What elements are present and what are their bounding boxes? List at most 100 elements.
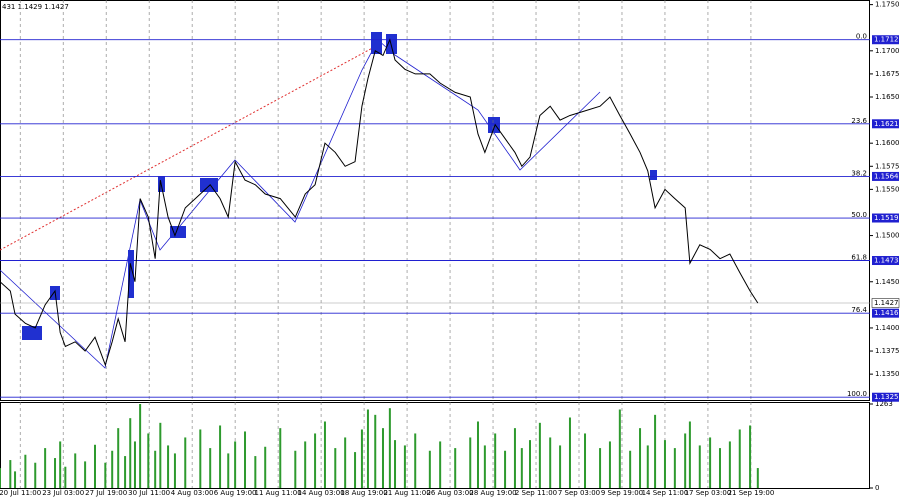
volume-bar (618, 409, 621, 488)
volume-bar (728, 441, 731, 488)
volume-bar (74, 453, 77, 488)
volume-bar (599, 448, 602, 488)
x-tick-label: 2 Sep 11:00 (515, 489, 557, 497)
volume-bar (538, 422, 541, 488)
volume-bar (44, 448, 47, 488)
volume-bar (219, 425, 222, 488)
volume-bar (718, 448, 721, 488)
volume-bar (494, 433, 497, 488)
fib-level-label: 76.4 (851, 306, 867, 314)
y-tick-label: 1.1700 (875, 47, 900, 55)
volume-bar (54, 458, 57, 488)
volume-bar (584, 433, 587, 488)
volume-bar (483, 445, 486, 488)
fib-price-box (872, 308, 899, 318)
volume-bar (154, 450, 157, 488)
volume-bar (738, 429, 741, 488)
volume-bar (344, 437, 347, 488)
y-tick-label: 1.1675 (875, 70, 900, 78)
volume-bar (244, 431, 247, 488)
x-tick-label: 18 Aug 19:00 (340, 489, 387, 497)
volume-bar (403, 445, 406, 488)
fib-price-label: 1.1712 (874, 36, 899, 44)
volume-bar (0, 468, 1, 488)
volume-bar (129, 418, 132, 488)
volume-bar (374, 414, 377, 488)
y-tick-label: 1.1375 (875, 347, 900, 355)
fib-price-label: 1.1519 (874, 214, 899, 222)
volume-bar (394, 440, 397, 488)
fib-price-label: 1.1473 (874, 257, 899, 265)
x-tick-label: 21 Sep 19:00 (728, 489, 775, 497)
x-tick-label: 14 Aug 03:00 (297, 489, 344, 497)
volume-bar (568, 417, 571, 488)
volume-bar (199, 429, 202, 488)
fib-level-label: 100.0 (847, 390, 867, 398)
volume-bar (167, 445, 170, 488)
price-line (0, 38, 759, 367)
volume-bar (469, 437, 472, 488)
marker (128, 250, 134, 298)
volume-bar (84, 461, 87, 488)
volume-bar (673, 448, 676, 488)
volume-bar (663, 440, 666, 488)
x-tick-label: 7 Sep 03:00 (558, 489, 600, 497)
volume-bar (117, 428, 120, 488)
volume-bar (209, 448, 212, 488)
fib-level-label: 61.8 (851, 254, 867, 262)
x-tick-label: 4 Aug 03:00 (171, 489, 214, 497)
fib-level-label: 38.2 (851, 169, 867, 177)
y-tick-label: 1.1650 (875, 93, 900, 101)
volume-bar (314, 433, 317, 488)
x-tick-label: 20 Jul 11:00 (0, 489, 41, 497)
marker (22, 326, 42, 340)
volume-bar (504, 450, 507, 488)
volume-bar (279, 428, 282, 488)
volume-bar (513, 428, 516, 488)
fib-level-label: 50.0 (851, 211, 867, 219)
volume-bar (654, 414, 657, 488)
volume-bar (428, 450, 431, 488)
volume-bar (414, 433, 417, 488)
trend-line (0, 44, 379, 251)
x-tick-label: 28 Aug 19:00 (469, 489, 516, 497)
volume-bar (9, 460, 12, 488)
volume-bar (388, 408, 391, 488)
volume-bar (323, 421, 326, 488)
fib-price-box (872, 119, 899, 129)
volume-bar (104, 462, 107, 488)
volume-bar (354, 452, 357, 488)
volume-bar (111, 450, 114, 488)
volume-bar (528, 440, 531, 488)
volume-bar (254, 456, 257, 488)
volume-bar (159, 422, 162, 488)
x-tick-label: 21 Aug 11:00 (383, 489, 430, 497)
zigzag (0, 39, 601, 369)
volume-bar (133, 441, 136, 488)
x-tick-label: 30 Jul 11:00 (128, 489, 170, 497)
volume-bar (608, 441, 611, 488)
price-frame (0, 0, 870, 401)
y-tick-label: 1.1600 (875, 139, 900, 147)
fib-level-label: 0.0 (856, 33, 867, 41)
x-tick-label: 27 Jul 19:00 (85, 489, 127, 497)
current-price-box (871, 298, 900, 308)
volume-bar (360, 429, 363, 488)
x-tick-label: 11 Aug 11:00 (255, 489, 302, 497)
volume-bar (639, 428, 642, 488)
volume-bar (709, 437, 712, 488)
volume-bar (184, 437, 187, 488)
x-tick-label: 9 Sep 19:00 (601, 489, 643, 497)
y-tick-label: 1.1500 (875, 232, 900, 240)
y-tick-label: 1.1575 (875, 162, 900, 170)
fib-price-box (872, 392, 899, 402)
fib-price-box (872, 171, 899, 181)
volume-bar (698, 445, 701, 488)
volume-bar (147, 433, 150, 488)
volume-tick-label: 1263 (875, 400, 893, 408)
current-price-label: 1.1427 (874, 299, 899, 307)
y-tick-label: 1.1550 (875, 185, 900, 193)
volume-bar (749, 425, 752, 488)
volume-bar (14, 471, 17, 488)
